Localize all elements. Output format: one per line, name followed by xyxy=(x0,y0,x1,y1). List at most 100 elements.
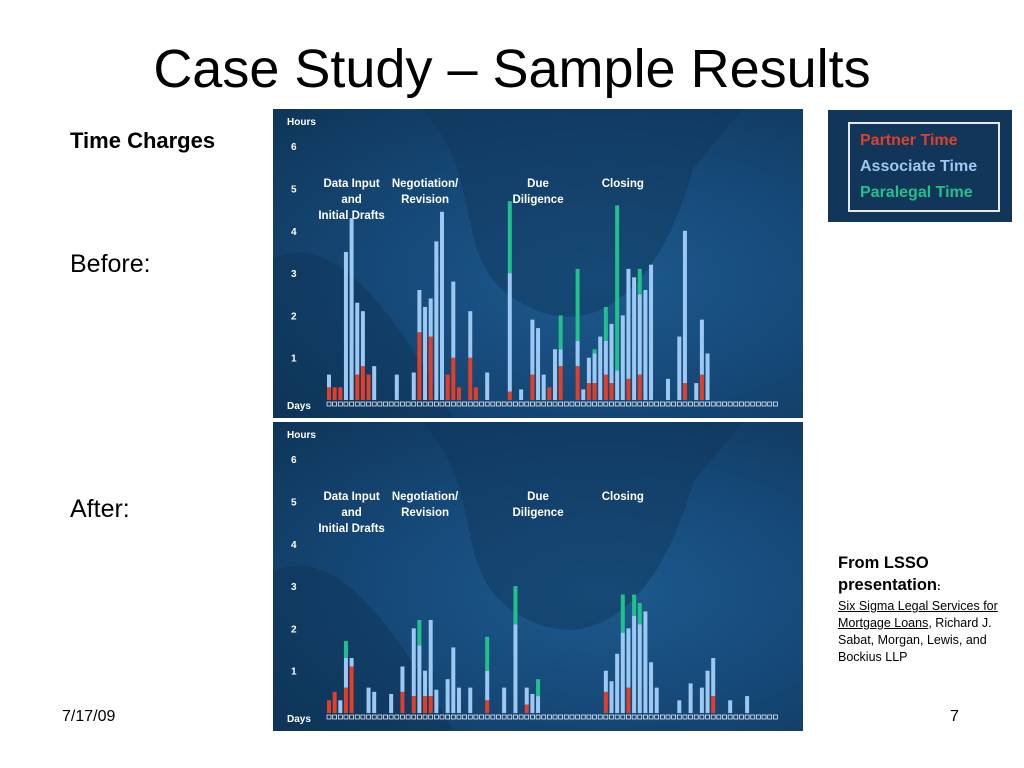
chart-before-day-marker xyxy=(513,401,518,407)
chart-after-day-marker xyxy=(750,714,756,720)
chart-before-day-marker xyxy=(456,401,462,407)
chart-before-bar-associate xyxy=(615,370,620,400)
chart-after-bar-associate xyxy=(711,658,716,697)
chart-after-day-marker xyxy=(524,714,530,720)
chart-before-bar-partner xyxy=(575,366,580,400)
chart-after-day-marker xyxy=(417,714,422,720)
chart-before-day-marker xyxy=(609,401,614,407)
chart-after-bar-paralegal xyxy=(620,594,625,633)
legend-item-paralegal: Paralegal Time xyxy=(860,184,973,201)
chart-before-decoration xyxy=(423,109,743,317)
chart-before-xlabel: Days xyxy=(287,401,311,412)
chart-before-day-marker xyxy=(699,401,705,407)
chart-before-bar-partner xyxy=(609,383,614,400)
chart-before-day-marker xyxy=(614,401,620,407)
chart-after-day-marker xyxy=(360,714,366,720)
chart-after-decoration xyxy=(423,422,743,630)
chart-before-day-marker xyxy=(450,401,456,407)
chart-after-ytick-7: 7 xyxy=(291,422,297,424)
chart-before-day-marker xyxy=(688,401,693,407)
chart-before-bar-associate xyxy=(451,281,456,358)
before-label: Before: xyxy=(70,250,151,278)
chart-before-day-marker xyxy=(631,401,637,407)
section-heading: Time Charges xyxy=(70,128,216,153)
chart-after-bar-associate xyxy=(411,628,416,697)
chart-after-day-marker xyxy=(434,714,439,720)
chart-after-bar-partner xyxy=(485,700,490,713)
chart-before-bar-associate xyxy=(682,230,687,384)
chart-before-day-marker xyxy=(693,401,699,407)
chart-before-day-marker xyxy=(676,401,682,407)
chart-after-day-marker xyxy=(580,714,586,720)
chart-after-day-marker xyxy=(699,714,705,720)
chart-after-ytick-4: 4 xyxy=(291,540,297,551)
chart-after-ylabel: Hours xyxy=(287,430,316,441)
chart-before-day-marker xyxy=(710,401,716,407)
after-chart: Hours 1 2 3 4 5 6 7 Days Data Input and Initial Dra… xyxy=(273,422,803,731)
chart-before-ytick-5: 5 xyxy=(291,185,297,196)
chart-before-day-marker xyxy=(558,401,563,407)
chart-after-day-marker xyxy=(716,714,722,720)
chart-after-day-marker xyxy=(366,714,371,720)
chart-after-day-marker xyxy=(383,714,388,720)
chart-before-day-marker xyxy=(434,401,439,407)
chart-after-bar-partner xyxy=(349,666,354,713)
chart-before-day-marker xyxy=(682,401,688,407)
chart-after-ytick-1: 1 xyxy=(291,667,297,678)
chart-before-bar-partner xyxy=(558,366,563,400)
chart-before-bar-paralegal xyxy=(558,315,563,350)
chart-after-bar-associate xyxy=(445,679,450,713)
chart-before-day-marker xyxy=(366,401,371,407)
chart-before-bar-partner xyxy=(468,357,473,400)
chart-after-decoration-2 xyxy=(273,565,453,731)
chart-after-bar-partner xyxy=(343,687,348,713)
chart-after-day-marker xyxy=(597,714,603,720)
chart-before-ylabel: Hours xyxy=(287,117,316,128)
chart-before-bar-partner xyxy=(637,374,642,400)
chart-before-day-marker xyxy=(445,401,450,407)
chart-after-day-marker xyxy=(631,714,637,720)
chart-before-day-marker xyxy=(756,401,761,407)
chart-before-day-marker xyxy=(388,401,394,407)
chart-before-bar-paralegal xyxy=(603,306,608,341)
chart-after-day-marker xyxy=(620,714,626,720)
chart-before-day-marker xyxy=(563,401,569,407)
chart-after-day-marker xyxy=(490,714,496,720)
chart-before-day-marker xyxy=(773,401,778,407)
chart-before-bar-associate xyxy=(536,328,541,400)
chart-after-day-marker xyxy=(332,714,338,720)
chart-after-day-marker xyxy=(609,714,614,720)
chart-after-bar-associate xyxy=(485,670,490,701)
chart-after-day-marker xyxy=(535,714,541,720)
before-chart: Hours 1 2 3 4 5 6 7 Days Data Input and Initial Dra… xyxy=(273,109,803,418)
chart-before-day-marker xyxy=(479,401,484,407)
chart-before-bar-associate xyxy=(530,319,535,375)
chart-after-bar-associate xyxy=(649,662,654,713)
chart-before-day-marker xyxy=(586,401,592,407)
chart-before-phase-label-0: Initial Drafts xyxy=(318,210,384,222)
chart-before-day-marker xyxy=(354,401,360,407)
chart-after-bar-associate xyxy=(688,683,693,713)
chart-before-bar-associate xyxy=(575,340,580,367)
chart-before-day-marker xyxy=(411,401,417,407)
chart-after-day-marker xyxy=(467,714,473,720)
source-link[interactable]: Six Sigma Legal Services for Mortgage Lo… xyxy=(838,599,998,630)
chart-after-ytick-5: 5 xyxy=(291,498,297,509)
chart-before-day-marker xyxy=(496,401,501,407)
chart-before-day-marker xyxy=(343,401,349,407)
chart-before-bar-associate xyxy=(423,306,428,400)
chart-after-day-marker xyxy=(563,714,569,720)
chart-before-bar-associate xyxy=(343,251,348,400)
chart-after-day-marker xyxy=(773,714,778,720)
chart-before-day-marker xyxy=(524,401,530,407)
chart-before-day-marker xyxy=(575,401,580,407)
chart-before-bar-associate xyxy=(372,366,377,400)
chart-after-bar-paralegal xyxy=(343,641,348,659)
legend-box: Partner Time Associate Time Paralegal Ti… xyxy=(848,122,1000,212)
chart-before-bar-associate xyxy=(411,372,416,400)
chart-after-day-marker xyxy=(388,714,394,720)
chart-after-bar-paralegal xyxy=(513,586,518,625)
chart-after-day-marker xyxy=(473,714,479,720)
chart-after-day-marker xyxy=(411,714,417,720)
chart-before-day-marker xyxy=(507,401,513,407)
